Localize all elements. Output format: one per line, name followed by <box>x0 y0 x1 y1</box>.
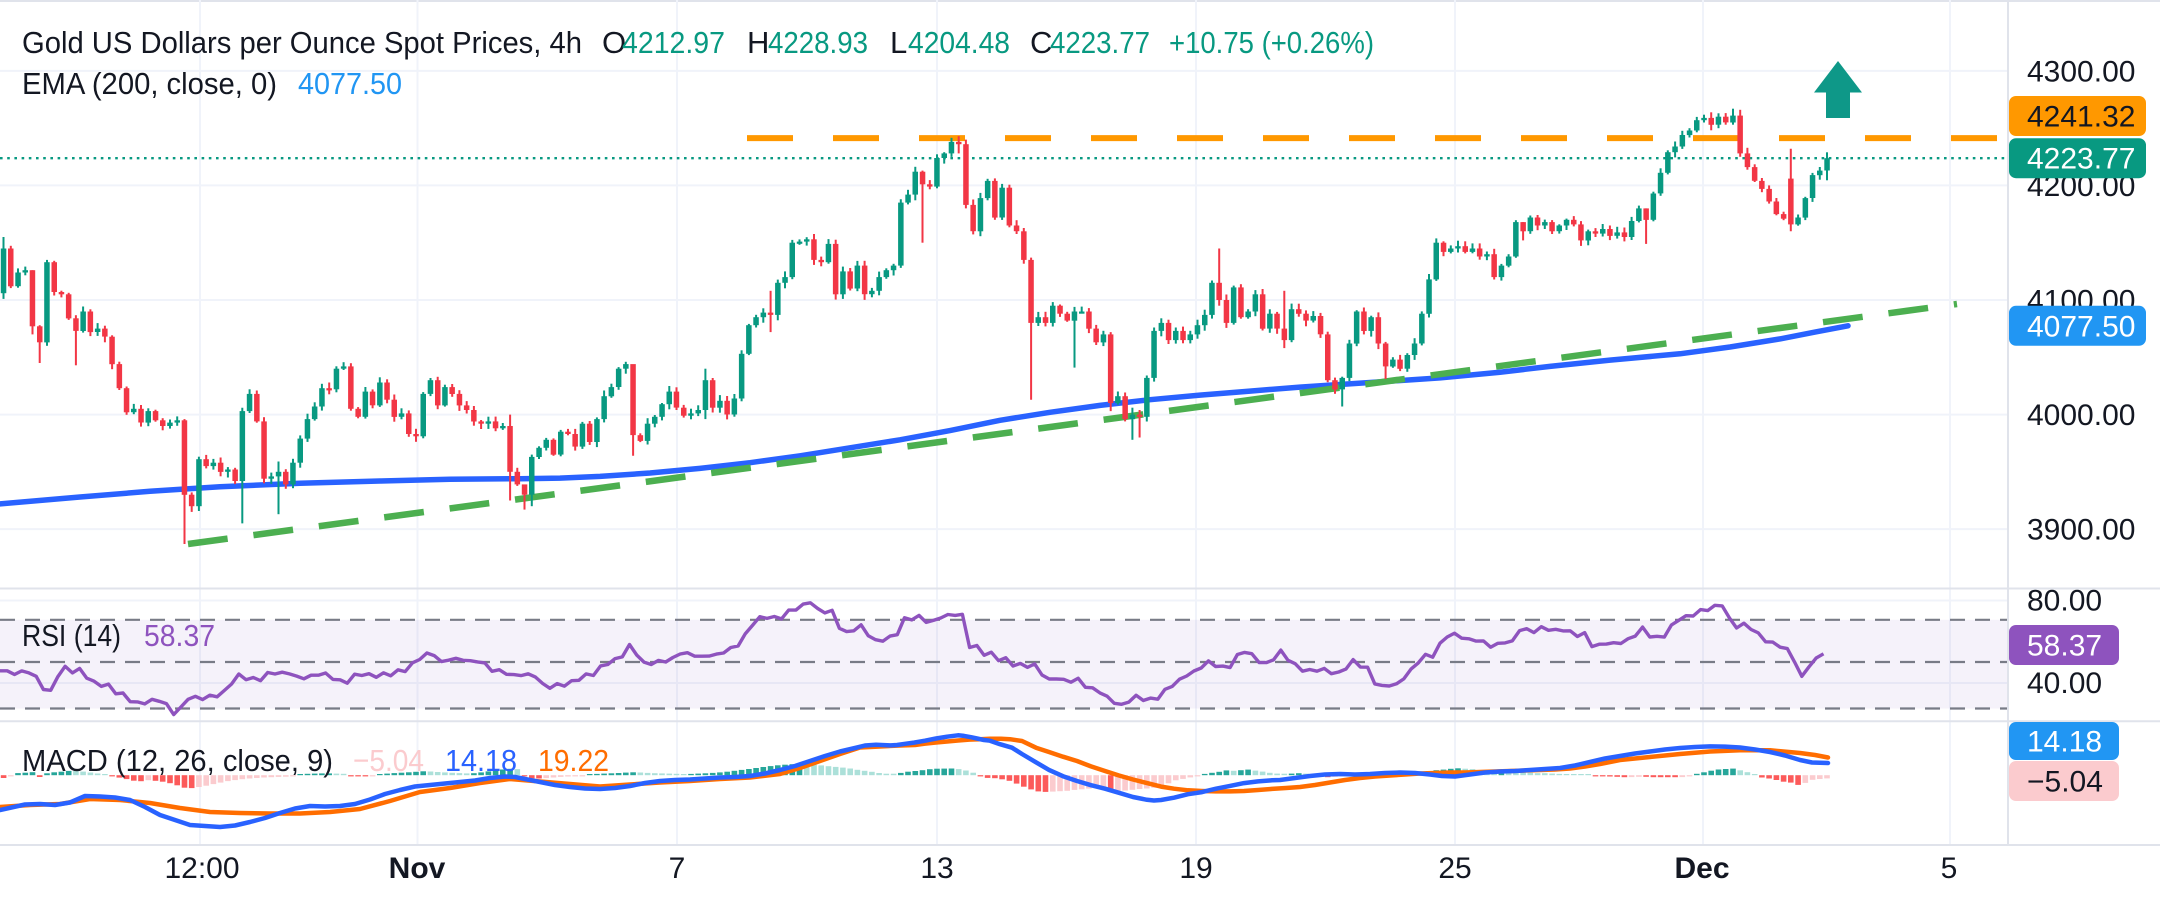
svg-text:C: C <box>1030 25 1052 60</box>
svg-text:40.00: 40.00 <box>2027 667 2102 700</box>
svg-text:RSI (14): RSI (14) <box>22 618 121 653</box>
svg-text:−5.04: −5.04 <box>353 743 424 778</box>
svg-text:19.22: 19.22 <box>538 743 609 778</box>
svg-text:4204.48: 4204.48 <box>908 25 1010 60</box>
svg-text:19: 19 <box>1179 852 1212 885</box>
svg-text:4212.97: 4212.97 <box>622 25 725 60</box>
svg-text:4241.32: 4241.32 <box>2027 101 2135 134</box>
svg-text:12:00: 12:00 <box>164 852 239 885</box>
svg-text:4077.50: 4077.50 <box>2027 310 2135 343</box>
svg-text:14.18: 14.18 <box>2027 726 2102 759</box>
svg-text:EMA (200, close, 0): EMA (200, close, 0) <box>22 66 277 101</box>
svg-text:Nov: Nov <box>389 852 446 885</box>
svg-text:80.00: 80.00 <box>2027 585 2102 618</box>
svg-text:4223.77: 4223.77 <box>1050 25 1150 60</box>
svg-text:4000.00: 4000.00 <box>2027 399 2135 432</box>
svg-text:4077.50: 4077.50 <box>298 66 402 101</box>
svg-text:4228.93: 4228.93 <box>768 25 868 60</box>
svg-text:+10.75 (+0.26%): +10.75 (+0.26%) <box>1169 25 1374 60</box>
svg-text:14.18: 14.18 <box>445 743 517 778</box>
svg-text:25: 25 <box>1438 852 1471 885</box>
svg-text:Dec: Dec <box>1674 852 1729 885</box>
svg-text:7: 7 <box>669 852 686 885</box>
svg-text:4223.77: 4223.77 <box>2027 143 2135 176</box>
svg-text:5: 5 <box>1941 852 1958 885</box>
svg-text:58.37: 58.37 <box>2027 630 2102 663</box>
svg-text:58.37: 58.37 <box>144 618 215 653</box>
svg-text:13: 13 <box>920 852 953 885</box>
svg-text:3900.00: 3900.00 <box>2027 514 2135 547</box>
svg-text:4300.00: 4300.00 <box>2027 55 2135 88</box>
svg-text:−5.04: −5.04 <box>2027 766 2103 799</box>
svg-text:H: H <box>747 25 769 60</box>
svg-text:Gold US Dollars per Ounce Spot: Gold US Dollars per Ounce Spot Prices, 4… <box>22 25 582 60</box>
svg-text:MACD (12, 26, close, 9): MACD (12, 26, close, 9) <box>22 743 333 778</box>
svg-text:L: L <box>890 25 907 60</box>
svg-text:O: O <box>602 25 626 60</box>
